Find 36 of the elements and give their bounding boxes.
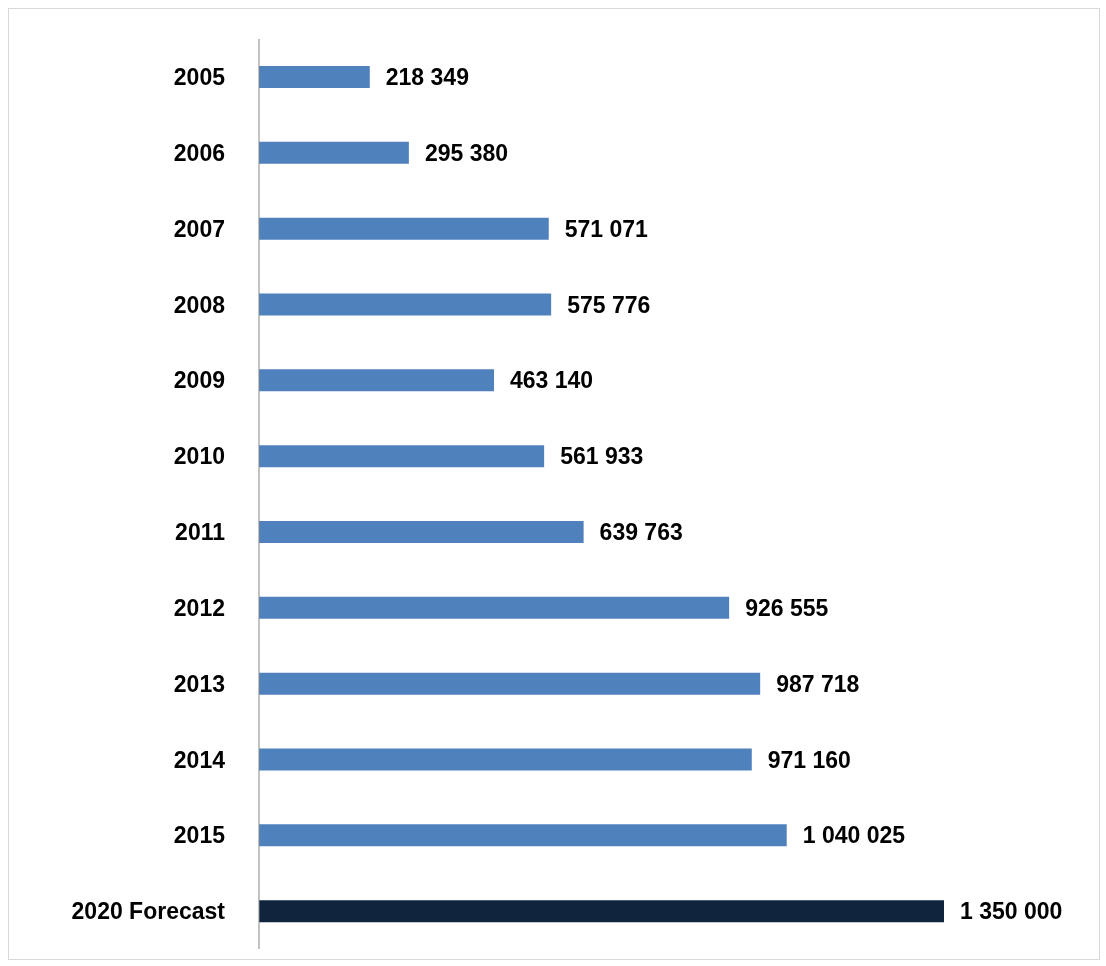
bar (259, 596, 730, 619)
y-tick-label: 2006 (173, 139, 225, 166)
bar (259, 672, 761, 695)
bar (259, 369, 494, 392)
bar (259, 521, 584, 543)
data-label: 1 040 025 (802, 822, 906, 849)
data-label: 463 140 (510, 367, 594, 394)
data-label: 1 350 000 (960, 898, 1063, 925)
y-tick-label: 2005 (173, 64, 226, 91)
data-label: 218 349 (385, 64, 469, 90)
data-label: 639 763 (599, 519, 683, 545)
y-tick-label: 2008 (173, 291, 226, 318)
y-tick-label: 2010 (173, 443, 225, 470)
y-tick-label: 2012 (173, 594, 225, 621)
data-label: 926 555 (745, 594, 829, 621)
bar (259, 66, 370, 88)
bar (259, 445, 545, 468)
y-tick-label: 2009 (173, 367, 225, 394)
y-tick-label: 2013 (173, 670, 225, 697)
y-tick-label: 2007 (173, 215, 225, 242)
y-tick-label: 2014 (173, 746, 226, 773)
data-label: 987 718 (776, 670, 860, 697)
bar (259, 217, 549, 240)
bar (259, 900, 944, 923)
data-label: 571 071 (564, 215, 649, 242)
y-tick-label: 2020 Forecast (71, 898, 226, 925)
bar (259, 293, 552, 316)
y-tick-label: 2011 (175, 519, 226, 546)
data-label: 575 776 (567, 291, 651, 318)
bar (259, 141, 409, 164)
data-label: 561 933 (560, 443, 644, 470)
bar (259, 748, 752, 771)
bar (259, 824, 787, 847)
y-tick-label: 2015 (173, 822, 226, 849)
data-label: 295 380 (424, 139, 509, 166)
data-label: 971 160 (767, 746, 851, 773)
